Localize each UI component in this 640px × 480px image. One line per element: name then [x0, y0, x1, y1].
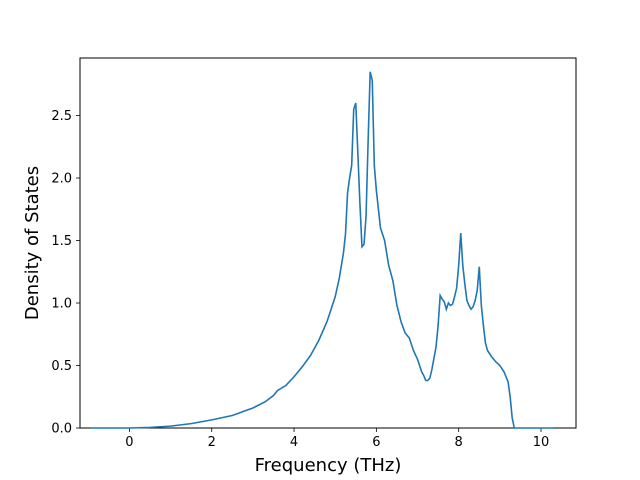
- x-tick-label: 6: [372, 435, 380, 450]
- y-tick-label: 1.0: [51, 297, 72, 312]
- x-tick-label: 4: [290, 435, 298, 450]
- x-tick-label: 10: [533, 435, 550, 450]
- x-tick-label: 0: [125, 435, 133, 450]
- y-tick-label: 0.0: [51, 422, 72, 437]
- x-axis-label: Frequency (THz): [255, 455, 402, 476]
- y-tick-label: 0.5: [51, 359, 72, 374]
- plot-area-frame: [79, 57, 577, 429]
- x-tick-label: 8: [455, 435, 463, 450]
- axis-ticks: 0 2 4 6 8 10 0.0 0.5 1.0 1.5 2.0 2.5: [51, 109, 549, 450]
- y-tick-label: 1.5: [51, 234, 72, 249]
- x-tick-label: 2: [208, 435, 216, 450]
- y-tick-label: 2.0: [51, 172, 72, 187]
- y-tick-label: 2.5: [51, 109, 72, 124]
- y-axis-label: Density of States: [22, 166, 43, 320]
- dos-series-line: [90, 71, 554, 429]
